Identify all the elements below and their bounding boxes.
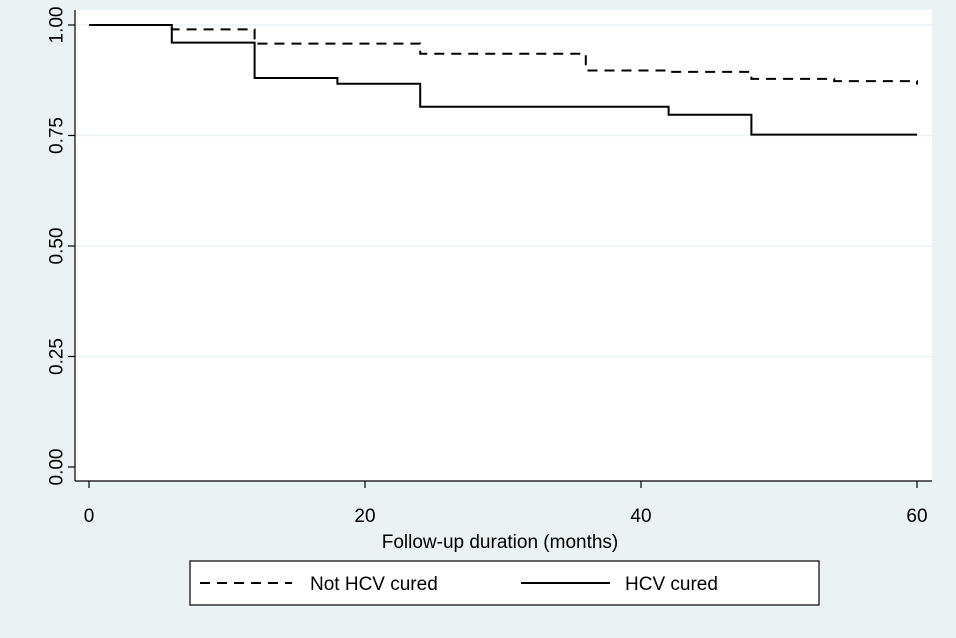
y-tick-label: 1.00 <box>47 7 68 44</box>
series-line-1 <box>89 24 918 85</box>
axes: 0.00 0.25 0.50 0.75 1.00 0 20 40 60 <box>47 7 932 527</box>
x-tick-label: 60 <box>906 506 927 527</box>
y-tick-label: 0.75 <box>47 117 68 154</box>
series-line-2 <box>89 24 917 136</box>
legend-box <box>189 560 820 606</box>
y-tick-label: 0.00 <box>47 449 68 486</box>
y-tick-label: 0.25 <box>47 338 68 375</box>
x-tick-label: 40 <box>630 506 651 527</box>
legend-label-1: Not HCV cured <box>310 574 438 595</box>
legend-label-2: HCV cured <box>625 574 718 595</box>
y-tick-label: 0.50 <box>47 228 68 265</box>
x-tick-label: 0 <box>84 506 95 527</box>
series-lines <box>89 24 918 136</box>
x-axis-title: Follow-up duration (months) <box>382 532 619 553</box>
x-tick-label: 20 <box>354 506 375 527</box>
legend: Not HCV cured HCV cured <box>189 560 820 606</box>
